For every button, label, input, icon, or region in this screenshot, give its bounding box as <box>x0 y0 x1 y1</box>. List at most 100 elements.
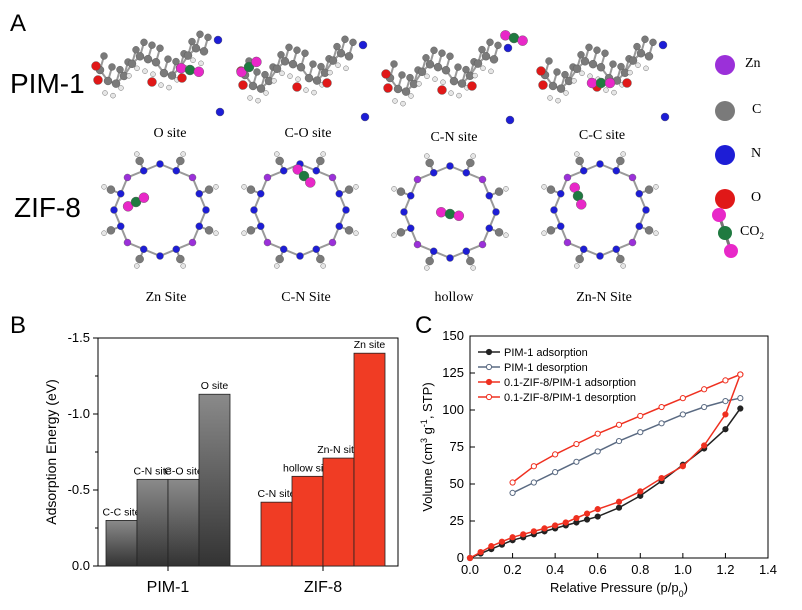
atom <box>424 265 430 271</box>
atom <box>199 47 209 56</box>
atom <box>517 35 528 46</box>
atom <box>316 156 325 166</box>
atom <box>158 82 164 88</box>
atom <box>612 245 620 253</box>
atom <box>472 72 478 79</box>
bar <box>136 478 169 567</box>
atom <box>579 70 585 77</box>
atom <box>248 81 258 91</box>
data-point <box>509 489 516 496</box>
x-axis-label-text: Relative Pressure (p/p <box>550 580 679 595</box>
atom <box>134 263 140 269</box>
atom <box>425 256 434 266</box>
atom <box>593 46 601 54</box>
atom <box>343 65 349 72</box>
atom <box>312 76 322 85</box>
atom <box>164 55 172 63</box>
bar <box>322 457 355 567</box>
data-point <box>722 426 729 433</box>
atom <box>561 70 569 79</box>
atom <box>148 41 156 49</box>
y-tick-label: 75 <box>450 439 464 454</box>
atom <box>503 232 509 238</box>
zn-atom-swatch <box>715 55 735 75</box>
data-point <box>615 504 623 511</box>
pim1-site-caption: C-O site <box>284 126 332 141</box>
molecular-structures <box>91 30 670 271</box>
atom <box>238 80 248 90</box>
atom <box>150 71 156 77</box>
atom <box>328 56 338 65</box>
atom <box>408 93 414 99</box>
atom <box>279 70 285 77</box>
atom <box>151 58 161 67</box>
atom <box>123 238 132 247</box>
atom <box>437 85 447 95</box>
atom <box>305 177 316 188</box>
zif8-site-caption: hollow <box>434 290 474 305</box>
atom <box>328 173 337 182</box>
atom <box>188 173 197 182</box>
atom <box>391 232 397 238</box>
zif8-site-caption: Zn Site <box>145 290 187 305</box>
atom <box>236 66 247 78</box>
atom <box>156 44 164 52</box>
series-line <box>512 397 741 494</box>
atom <box>494 228 504 237</box>
atom <box>400 100 406 107</box>
atom <box>424 153 430 159</box>
atom <box>480 65 486 71</box>
atom <box>628 173 637 182</box>
atom <box>285 43 293 52</box>
legend-marker <box>485 348 493 356</box>
atom <box>635 190 643 198</box>
data-point <box>552 469 559 476</box>
bar-label: hollow site <box>283 462 332 474</box>
x-group-label: ZIF-8 <box>304 579 342 596</box>
atom <box>392 98 398 104</box>
atom <box>548 81 558 91</box>
atom <box>106 185 116 194</box>
y-axis-label: Adsorption Energy (eV) <box>43 379 59 525</box>
atom <box>432 76 438 82</box>
atom <box>263 90 269 96</box>
zif8-site-caption: Zn-N Site <box>576 290 632 305</box>
atom <box>271 78 277 84</box>
atom <box>287 73 293 79</box>
atom <box>438 49 446 57</box>
legend-label: 0.1-ZIF-8/PIM-1 adsorption <box>504 377 636 389</box>
atom <box>301 49 309 57</box>
atom <box>642 206 650 214</box>
bar-label: C-N site <box>258 488 296 500</box>
atom-legend <box>712 55 738 258</box>
atom <box>635 222 643 230</box>
atom <box>243 61 255 73</box>
panel-a-letter: A <box>10 10 27 37</box>
data-point <box>615 421 623 428</box>
atom <box>550 206 558 214</box>
atom <box>166 84 172 91</box>
atom <box>188 238 197 247</box>
o-legend-label: O <box>751 190 762 205</box>
data-point <box>594 506 601 513</box>
atom <box>132 46 140 54</box>
legend-label: PIM-1 adsorption <box>504 347 588 359</box>
atom <box>503 43 513 53</box>
atom <box>102 90 108 96</box>
atom <box>341 35 349 43</box>
atom <box>643 65 649 72</box>
atom <box>430 46 438 55</box>
data-point <box>552 451 559 458</box>
atom <box>190 57 196 63</box>
atom <box>156 160 164 168</box>
data-point <box>466 554 474 562</box>
atom <box>256 84 266 93</box>
atom <box>116 65 124 74</box>
atom <box>603 87 609 93</box>
y-tick-label: 125 <box>442 365 464 380</box>
atom <box>253 68 261 76</box>
atom <box>448 90 454 96</box>
data-point <box>509 479 516 486</box>
atom <box>292 82 302 92</box>
atom <box>280 167 288 175</box>
